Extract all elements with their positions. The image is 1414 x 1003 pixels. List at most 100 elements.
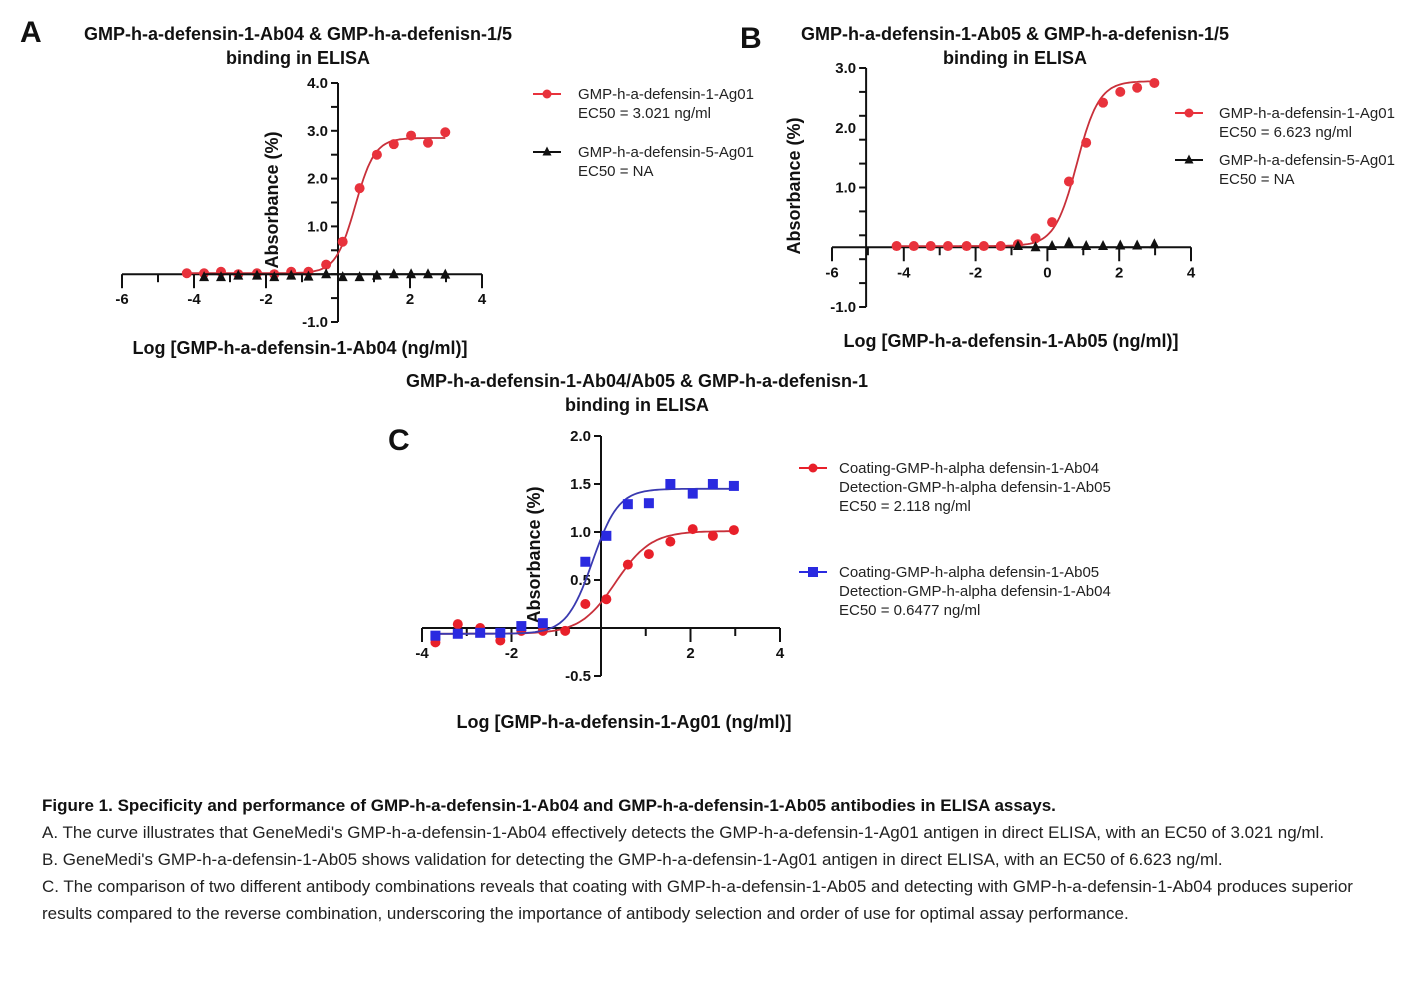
x-axis-label: Log [GMP-h-a-defensin-1-Ag01 (ng/ml)] [457, 712, 792, 732]
legend-label: EC50 = 0.6477 ng/ml [839, 602, 980, 619]
data-point [580, 599, 591, 609]
legend-label: Detection-GMP-h-alpha defensin-1-Ab05 [839, 479, 1111, 496]
y-tick-label: 0.5 [570, 572, 591, 589]
chart-panel-a: A GMP-h-a-defensin-1-Ab04 & GMP-h-a-defen… [20, 16, 754, 358]
chart-title: GMP-h-a-defensin-1-Ab04/Ab05 & GMP-h-a-d… [406, 371, 868, 391]
data-point [995, 241, 1006, 252]
legend-marker-icon [542, 89, 552, 99]
y-tick-label: 2.0 [307, 171, 328, 188]
figure-caption: Figure 1. Specificity and performance of… [42, 792, 1382, 927]
legend-marker-icon [1184, 108, 1194, 118]
data-point [452, 619, 463, 630]
data-point [354, 183, 365, 194]
data-point [601, 594, 612, 605]
data-point [269, 271, 280, 282]
data-point [942, 241, 953, 252]
data-point [452, 628, 463, 639]
legend-label: Coating-GMP-h-alpha defensin-1-Ab05 [839, 564, 1099, 581]
y-axis-label: Absorbance (%) [524, 486, 544, 623]
legend-label: EC50 = 2.118 ng/ml [839, 498, 971, 515]
chart-title: binding in ELISA [565, 395, 709, 415]
legend-label: EC50 = 6.623 ng/ml [1219, 124, 1352, 141]
fit-curve [896, 80, 1155, 247]
x-tick-label: -4 [415, 645, 429, 662]
y-axis-label: Absorbance (%) [784, 117, 804, 254]
data-point [199, 271, 210, 282]
y-tick-label: 3.0 [307, 123, 328, 140]
x-tick-label: 0 [1043, 264, 1051, 281]
chart-title: binding in ELISA [226, 48, 370, 68]
data-point [181, 268, 192, 279]
fit-curve [435, 487, 734, 635]
x-tick-label: -2 [969, 264, 982, 281]
y-tick-label: -0.5 [565, 668, 591, 685]
data-point [1047, 217, 1058, 228]
data-point [687, 488, 698, 499]
data-point [440, 268, 451, 279]
data-point [1149, 77, 1160, 88]
series-1: GMP-h-a-defensin-5-Ag01 EC50 = NA [199, 144, 754, 282]
x-tick-label: 2 [686, 645, 694, 662]
y-tick-label: -1.0 [830, 299, 856, 316]
data-point [1081, 240, 1092, 251]
data-point [908, 241, 919, 252]
legend-label: GMP-h-a-defensin-1-Ag01 [578, 86, 754, 103]
x-tick-label: -2 [259, 291, 272, 308]
data-point [1030, 233, 1041, 244]
x-tick-label: -6 [825, 264, 838, 281]
caption-panel-b: B. GeneMedi's GMP-h-a-defensin-1-Ab05 sh… [42, 850, 1223, 869]
data-point [1063, 236, 1074, 247]
data-point [622, 499, 633, 510]
caption-title: Figure 1. Specificity and performance of… [42, 796, 1056, 815]
data-point [354, 271, 365, 282]
data-point [643, 498, 654, 509]
data-point [601, 530, 612, 541]
data-point [371, 269, 382, 280]
data-point [1063, 176, 1074, 187]
data-point [406, 130, 417, 141]
x-tick-label: 2 [406, 291, 414, 308]
x-tick-label: 4 [776, 645, 785, 662]
data-point [580, 556, 591, 567]
data-point [891, 241, 902, 252]
legend-label: Detection-GMP-h-alpha defensin-1-Ab04 [839, 583, 1111, 600]
legend-label: GMP-h-a-defensin-1-Ag01 [1219, 105, 1395, 122]
data-point [1115, 86, 1126, 97]
y-tick-label: 3.0 [835, 60, 856, 77]
x-tick-label: -4 [187, 291, 201, 308]
data-point [1115, 239, 1126, 250]
legend-label: GMP-h-a-defensin-5-Ag01 [578, 144, 754, 161]
legend-marker-icon [542, 146, 552, 156]
x-tick-label: -2 [505, 645, 518, 662]
data-point [475, 627, 486, 638]
panel-letter: A [20, 16, 42, 49]
y-tick-label: 1.0 [835, 180, 856, 197]
data-point [495, 635, 506, 646]
series-0: GMP-h-a-defensin-1-Ag01 EC50 = 6.623 ng/m… [891, 77, 1395, 252]
data-point [1132, 239, 1143, 250]
data-point [1047, 240, 1058, 251]
data-point [1098, 240, 1109, 251]
data-point [665, 479, 676, 489]
data-point [1012, 240, 1023, 251]
y-tick-label: 4.0 [307, 75, 328, 92]
data-point [687, 524, 698, 535]
legend-marker-icon [1184, 154, 1194, 164]
x-tick-label: -4 [897, 264, 911, 281]
panel-letter: C [388, 424, 410, 457]
x-tick-label: 4 [478, 291, 487, 308]
panel-letter: B [740, 22, 762, 55]
data-point [216, 271, 226, 282]
figure-panels: A GMP-h-a-defensin-1-Ab04 & GMP-h-a-defen… [20, 16, 1395, 732]
data-point [728, 525, 739, 536]
data-point [1132, 82, 1143, 93]
y-tick-label: 1.5 [570, 476, 591, 493]
x-tick-label: 4 [1187, 264, 1196, 281]
data-point [622, 559, 633, 570]
data-point [707, 530, 718, 541]
data-point [707, 479, 718, 489]
data-point [423, 137, 433, 148]
legend-marker-icon [808, 567, 818, 577]
data-point [643, 549, 654, 560]
data-point [388, 139, 399, 150]
